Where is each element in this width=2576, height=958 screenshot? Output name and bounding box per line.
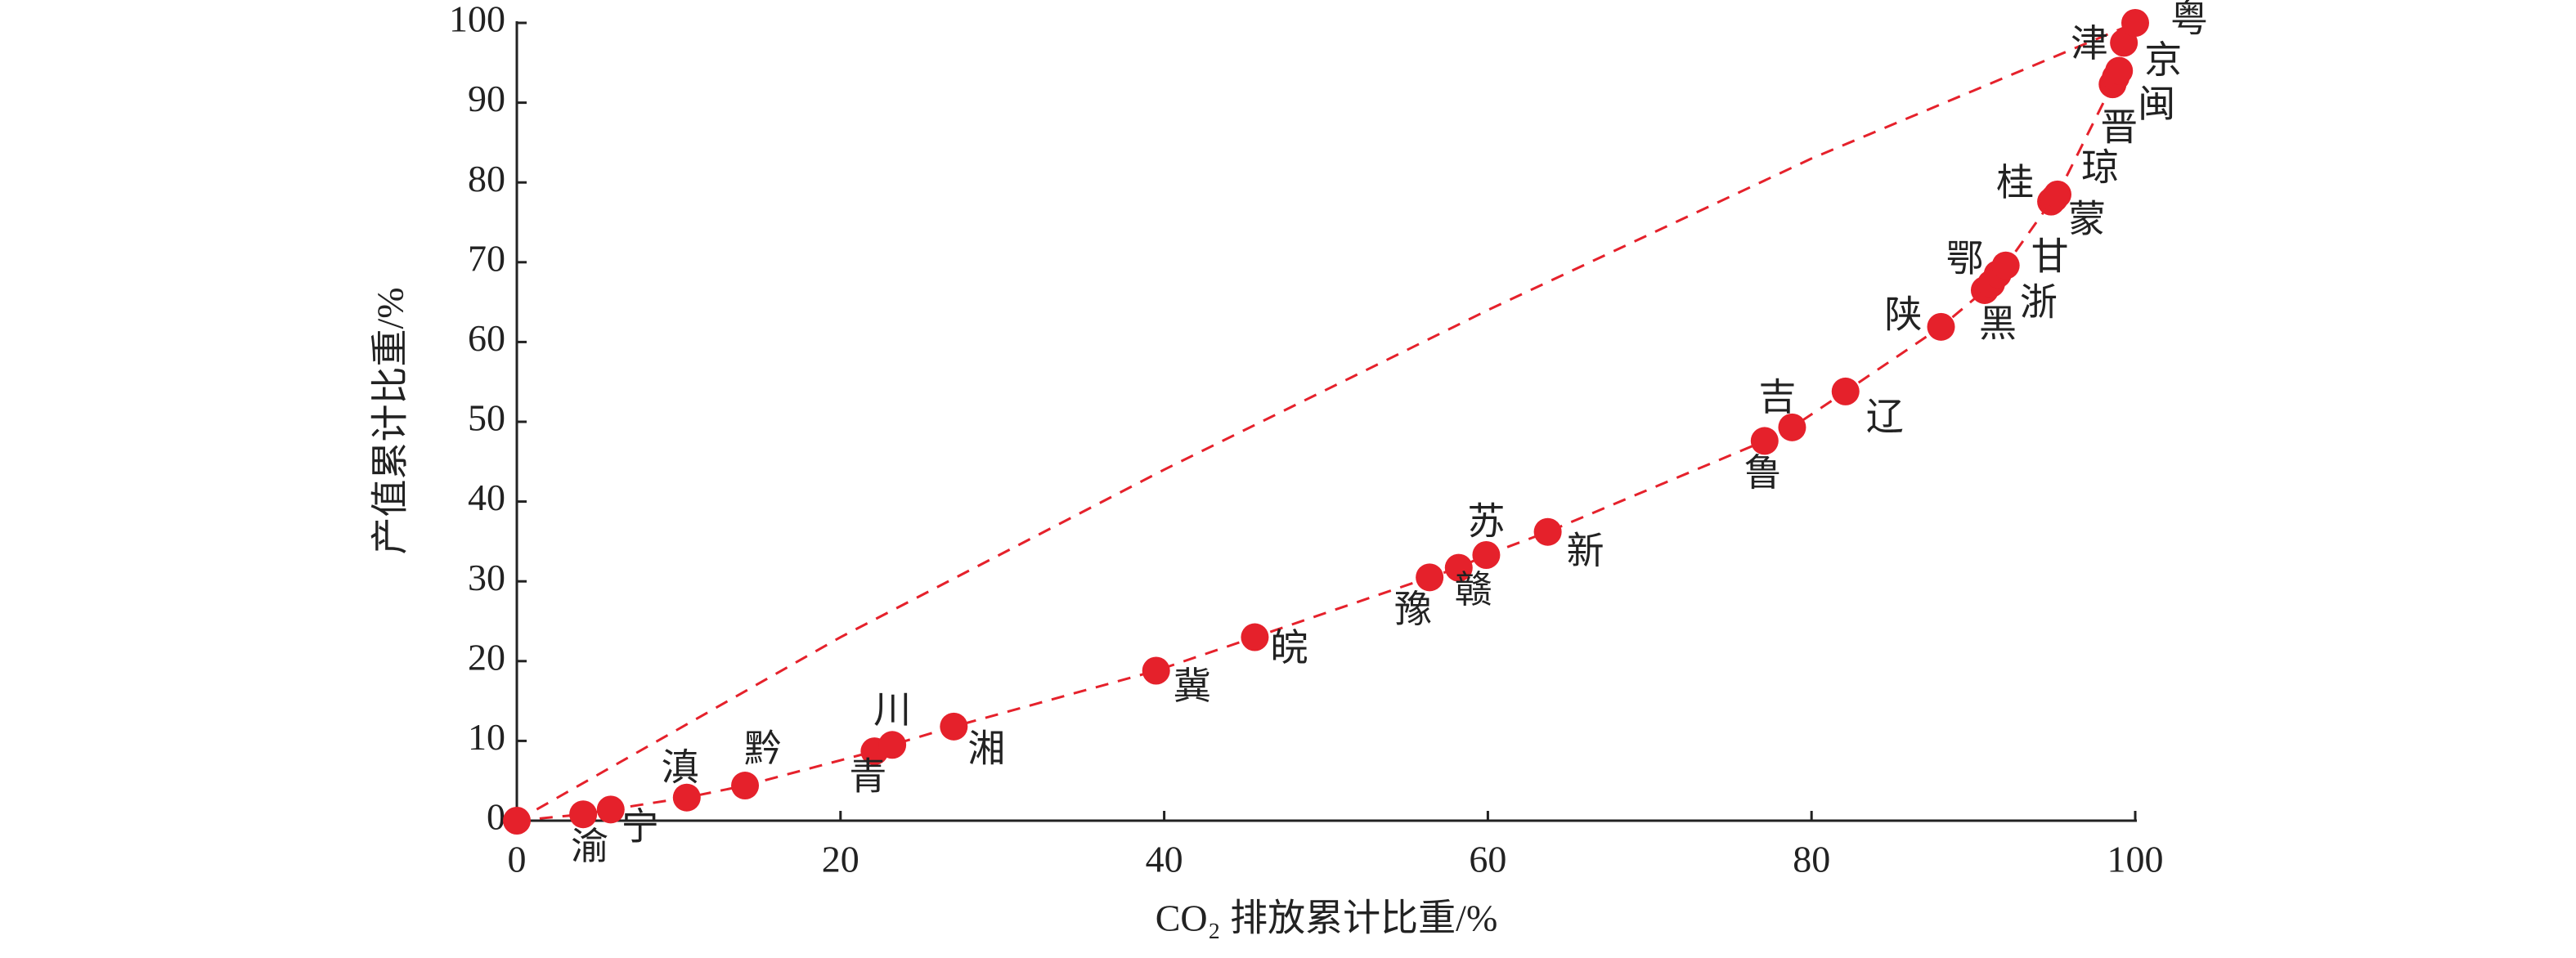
point-label: 湘 (967, 727, 1005, 769)
point-label: 青 (849, 756, 886, 798)
y-tick-label: 10 (468, 716, 505, 758)
y-tick-label: 90 (468, 78, 505, 119)
point (1472, 540, 1501, 569)
point-label: 渝 (571, 826, 608, 867)
point-label: 蒙 (2068, 198, 2106, 239)
reference-curve (516, 21, 2136, 822)
point-label: 川 (873, 689, 911, 731)
point (1241, 623, 1269, 651)
x-tick-label: 60 (1469, 839, 1506, 880)
point-label: 津 (2071, 23, 2108, 65)
y-tick-label: 50 (468, 397, 505, 439)
point-label: 宁 (622, 806, 659, 848)
point-label: 赣 (1455, 569, 1492, 611)
point (2121, 9, 2149, 37)
point-label: 吉 (1758, 376, 1796, 418)
point-label: 鄂 (1946, 238, 1984, 280)
point (672, 783, 701, 812)
point (1750, 427, 1779, 455)
x-tick-label: 100 (2107, 839, 2164, 880)
point-label: 闽 (2138, 83, 2175, 125)
point-label: 琼 (2081, 146, 2119, 188)
point (1927, 312, 1955, 341)
y-tick-label: 80 (468, 158, 505, 199)
y-tick-label: 70 (468, 237, 505, 279)
y-tick-label: 40 (468, 477, 505, 518)
y-tick-label: 60 (468, 317, 505, 359)
point (731, 772, 760, 800)
point-label: 黑 (1979, 303, 2017, 345)
point (1831, 377, 1860, 405)
point-label: 豫 (1394, 589, 1432, 630)
point (1416, 563, 1444, 592)
point-label: 浙 (2020, 282, 2058, 324)
y-tick-label: 30 (468, 557, 505, 598)
point-label: 鲁 (1744, 452, 1782, 494)
x-tick-label: 80 (1793, 839, 1830, 880)
x-tick-label: 40 (1146, 839, 1183, 880)
point-label: 粤 (2170, 0, 2208, 40)
y-axis-label: 产值累计比重/% (370, 287, 411, 554)
point-label: 晋 (2100, 107, 2138, 149)
x-tick-label: 20 (822, 839, 859, 880)
point (1142, 656, 1170, 685)
point (940, 712, 968, 741)
point (503, 807, 531, 835)
point (569, 800, 598, 829)
point (1444, 553, 1473, 582)
y-tick-label: 20 (468, 636, 505, 678)
y-tick-label: 100 (449, 0, 505, 40)
point-label: 新 (1567, 530, 1604, 571)
point-label: 京 (2144, 39, 2182, 81)
trend-line (516, 22, 2137, 822)
x-axis-label: CO₂ 排放累计比重/% (1156, 898, 1498, 939)
point (2105, 56, 2134, 85)
point (596, 795, 625, 824)
point (2044, 180, 2072, 208)
point-label: 桂 (1996, 162, 2034, 204)
point (878, 731, 907, 759)
x-tick-label: 0 (508, 839, 527, 880)
point (1533, 517, 1562, 546)
point-label: 苏 (1467, 501, 1505, 543)
y-tick-label: 0 (487, 796, 505, 838)
point-label: 滇 (662, 746, 699, 788)
point-label: 陕 (1885, 293, 1923, 335)
point (1778, 413, 1806, 441)
point-label: 冀 (1174, 665, 1211, 707)
point-label: 甘 (2031, 235, 2069, 277)
point-label: 辽 (1866, 396, 1904, 437)
point (1991, 251, 2020, 280)
point-label: 皖 (1270, 627, 1308, 669)
point-label: 黔 (744, 728, 782, 770)
